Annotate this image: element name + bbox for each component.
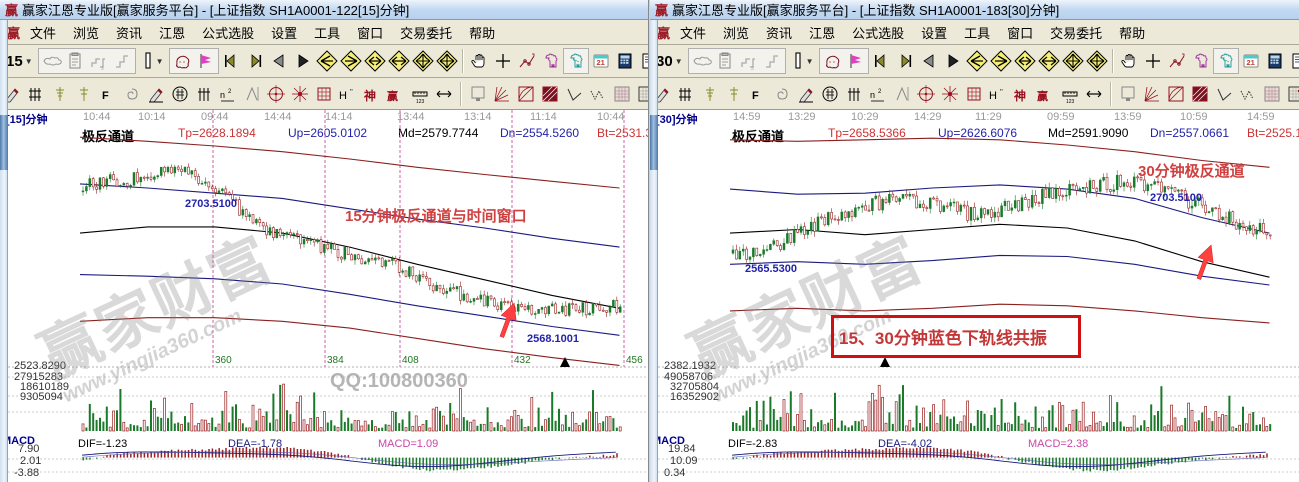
svg-text:2: 2 [228, 89, 232, 95]
svg-text:赢: 赢 [387, 89, 398, 103]
svg-text:3: 3 [751, 66, 754, 72]
svg-text:3: 3 [101, 66, 104, 72]
svg-text:n: n [220, 90, 225, 100]
svg-text:n: n [870, 90, 875, 100]
svg-text:H: H [339, 90, 347, 102]
svg-text:456: 456 [626, 355, 643, 366]
svg-text:123: 123 [416, 99, 425, 105]
svg-text:2: 2 [878, 89, 882, 95]
svg-text:360: 360 [215, 355, 232, 366]
svg-text:F: F [102, 90, 109, 102]
svg-text:408: 408 [402, 355, 419, 366]
svg-text:赢: 赢 [1037, 89, 1048, 103]
svg-text:21: 21 [596, 58, 604, 67]
svg-text:123: 123 [1066, 99, 1075, 105]
svg-text:384: 384 [327, 355, 344, 366]
svg-text:'': '' [350, 89, 353, 96]
svg-text:432: 432 [514, 355, 531, 366]
svg-text:'': '' [1000, 89, 1003, 96]
svg-text:F: F [752, 90, 759, 102]
svg-text:神: 神 [364, 88, 376, 103]
svg-text:21: 21 [1246, 58, 1254, 67]
svg-text:H: H [989, 90, 997, 102]
svg-text:神: 神 [1014, 88, 1026, 103]
